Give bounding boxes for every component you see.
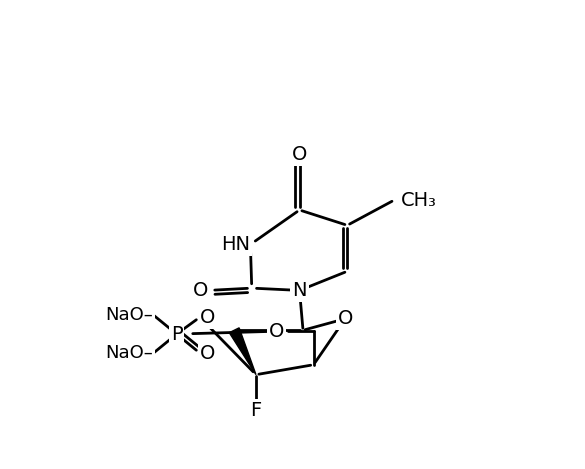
- Text: O: O: [193, 281, 208, 300]
- Text: O: O: [292, 144, 307, 164]
- Text: O: O: [200, 343, 215, 363]
- Text: O: O: [338, 309, 353, 328]
- Text: O: O: [200, 308, 215, 327]
- Text: N: N: [292, 281, 307, 300]
- Text: P: P: [171, 325, 183, 344]
- Text: F: F: [250, 401, 261, 420]
- Text: CH₃: CH₃: [401, 190, 436, 210]
- Text: HN: HN: [221, 235, 250, 254]
- Text: NaO–: NaO–: [106, 306, 153, 324]
- Text: O: O: [269, 322, 284, 340]
- Text: NaO–: NaO–: [106, 344, 153, 362]
- Polygon shape: [229, 328, 256, 375]
